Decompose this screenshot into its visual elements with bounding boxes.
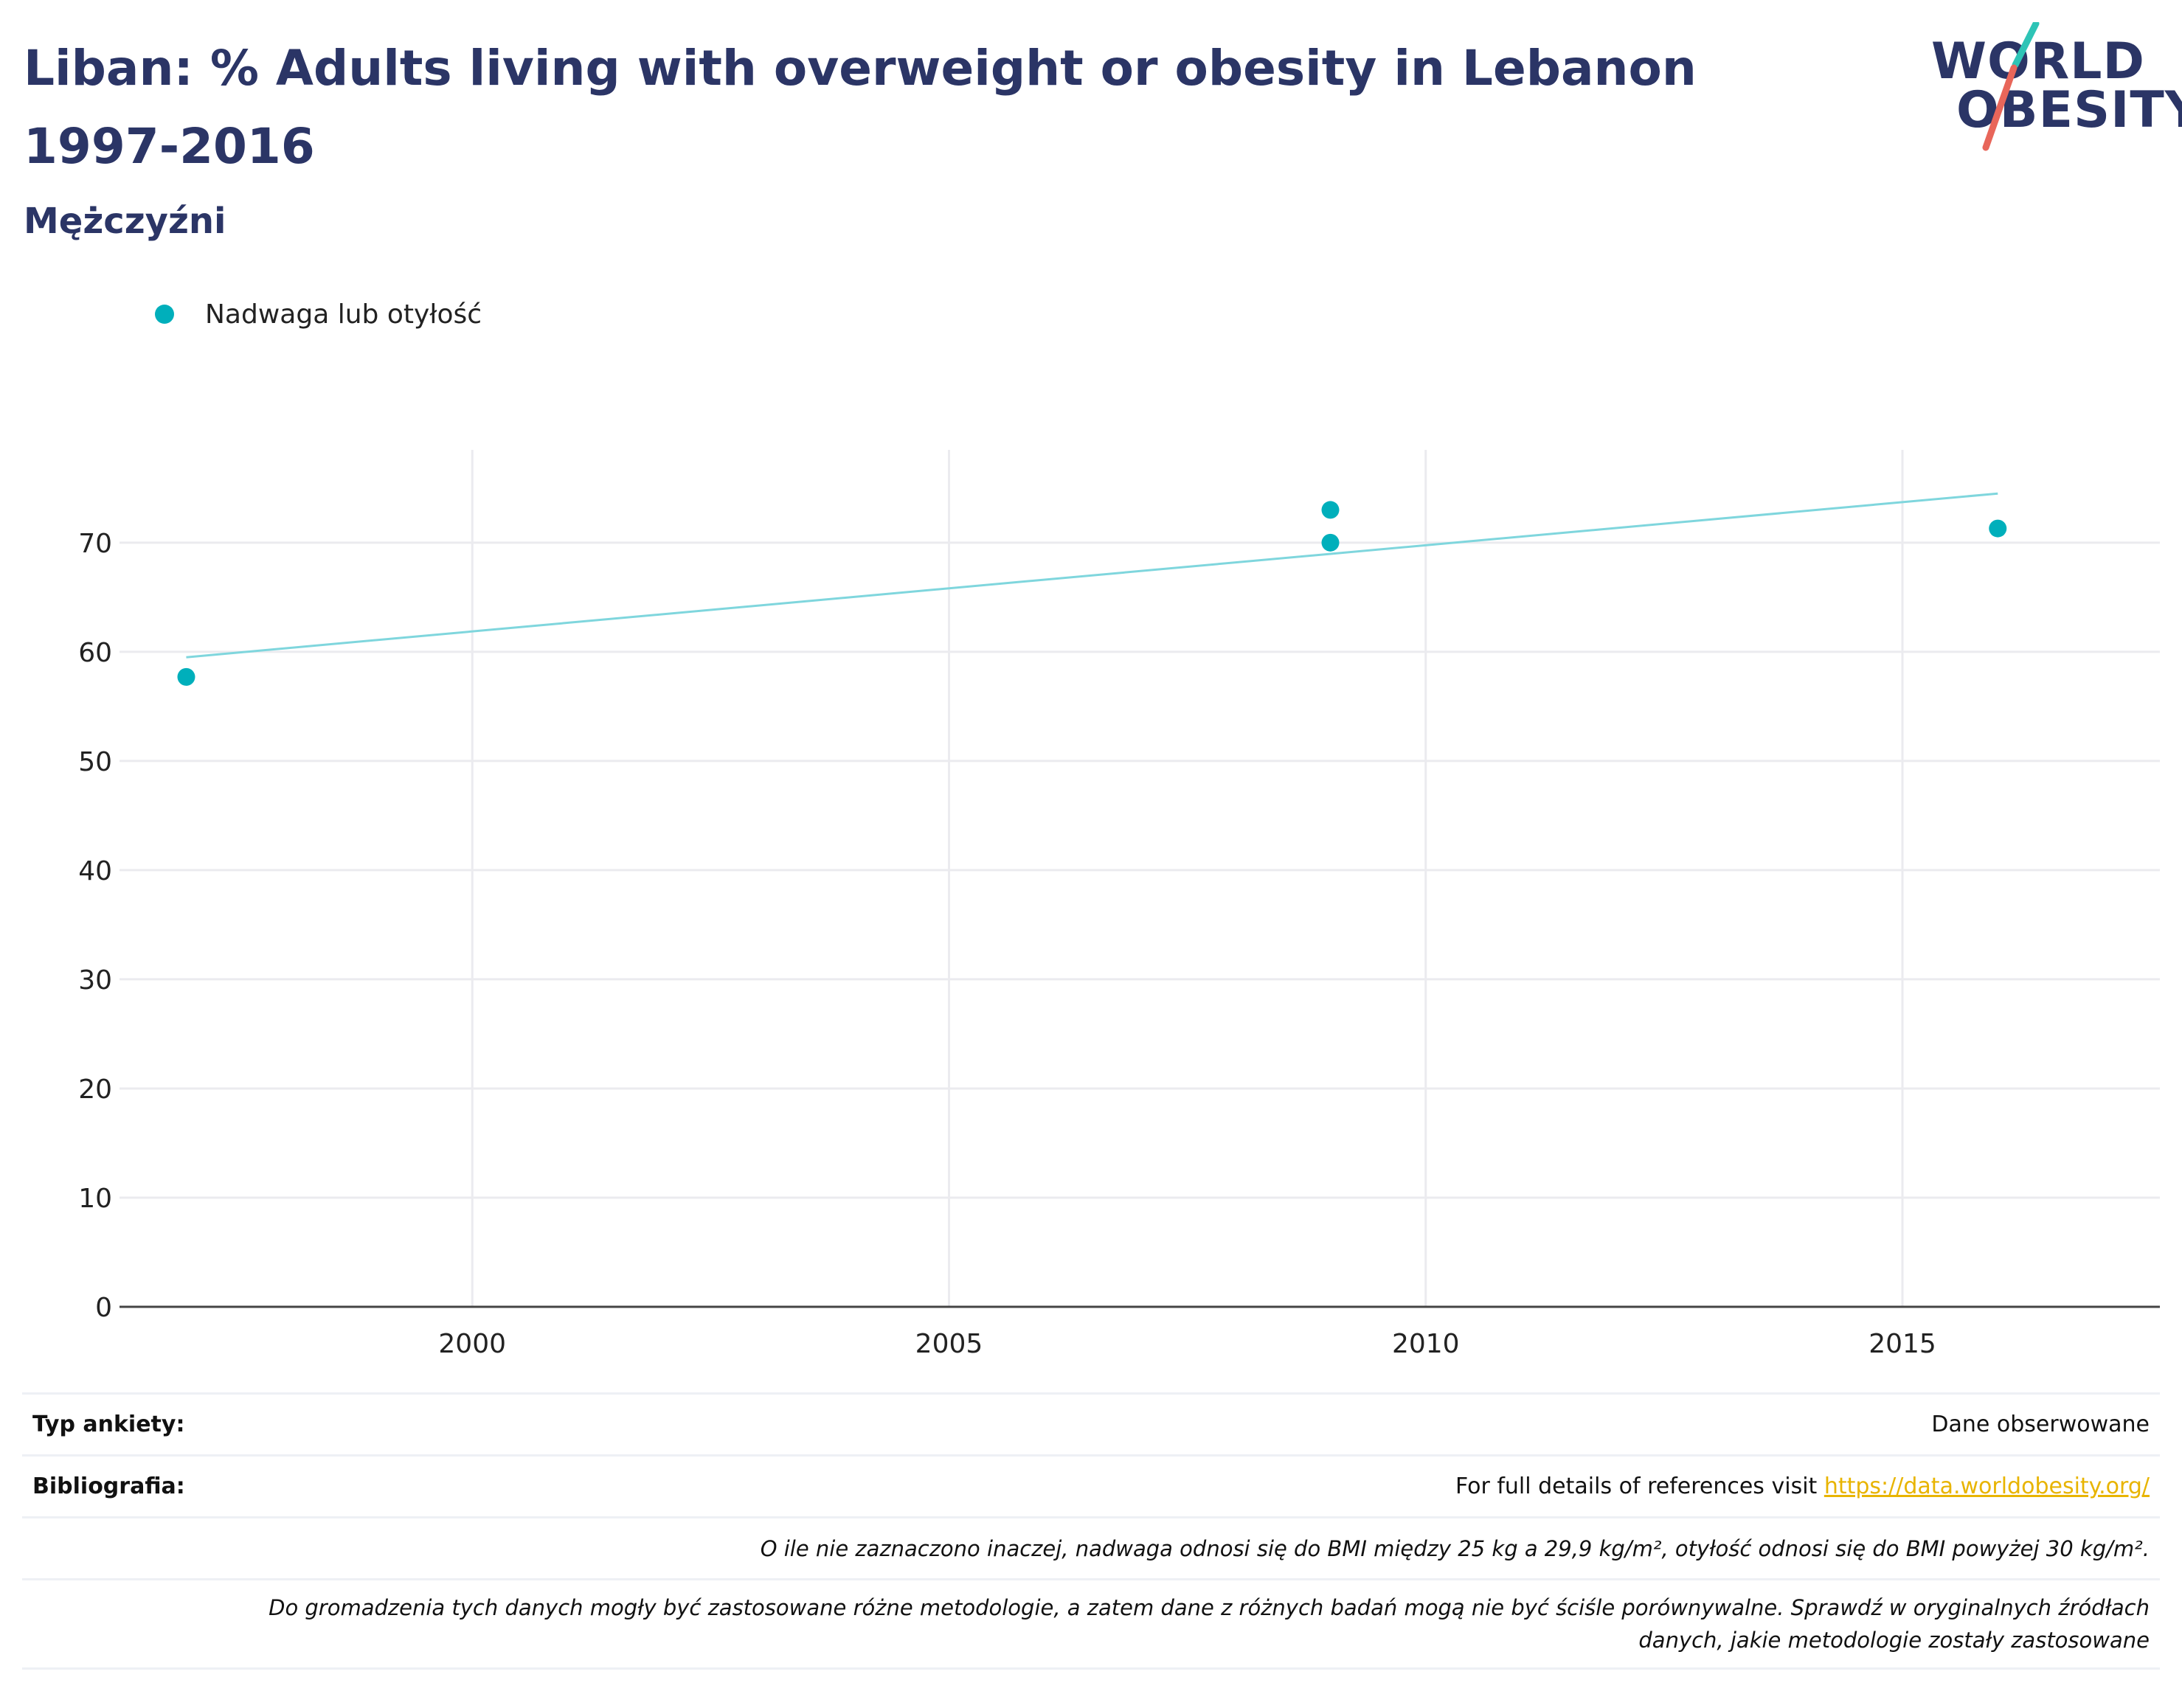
y-tick-label: 0 bbox=[95, 1293, 112, 1323]
x-tick-label: 2015 bbox=[1868, 1329, 1936, 1359]
world-obesity-logo: WORLD OBESITY bbox=[1918, 22, 2182, 155]
y-tick-label: 70 bbox=[78, 529, 112, 559]
survey-type-value: Dane obserwowane bbox=[1931, 1412, 2150, 1437]
methodology-note-line1: Do gromadzenia tych danych mogły być zas… bbox=[269, 1595, 2150, 1620]
chart-subtitle: Mężczyźni bbox=[24, 201, 226, 242]
data-point bbox=[1321, 501, 1340, 519]
y-tick-label: 30 bbox=[78, 965, 112, 996]
y-tick-label: 20 bbox=[78, 1075, 112, 1105]
data-point bbox=[177, 667, 195, 686]
y-tick-label: 60 bbox=[78, 638, 112, 668]
x-tick-label: 2000 bbox=[438, 1329, 506, 1359]
definition-note: O ile nie zaznaczono inaczej, nadwaga od… bbox=[760, 1535, 2150, 1561]
data-point bbox=[1321, 533, 1340, 552]
legend-marker-icon bbox=[155, 305, 174, 324]
y-tick-label: 10 bbox=[78, 1184, 112, 1214]
legend-label: Nadwaga lub otyłość bbox=[205, 299, 482, 330]
bibliography-value: For full details of references visit htt… bbox=[1455, 1473, 2150, 1499]
chart-title: Liban: % Adults living with overweight o… bbox=[24, 40, 1697, 175]
chart-footer: Typ ankiety: Dane obserwowane Bibliograf… bbox=[22, 1392, 2160, 1670]
definition-note-row: O ile nie zaznaczono inaczej, nadwaga od… bbox=[22, 1516, 2160, 1578]
methodology-note: Do gromadzenia tych danych mogły być zas… bbox=[269, 1591, 2150, 1656]
methodology-note-row: Do gromadzenia tych danych mogły być zas… bbox=[22, 1578, 2160, 1670]
x-tick-label: 2010 bbox=[1392, 1329, 1460, 1359]
survey-type-row: Typ ankiety: Dane obserwowane bbox=[22, 1392, 2160, 1454]
bibliography-row: Bibliografia: For full details of refere… bbox=[22, 1454, 2160, 1516]
logo-text-world: WORLD bbox=[1931, 32, 2145, 91]
y-tick-label: 40 bbox=[78, 856, 112, 886]
methodology-note-line2: danych, jakie metodologie zostały zastos… bbox=[1638, 1628, 2150, 1653]
y-tick-label: 50 bbox=[78, 747, 112, 777]
x-tick-label: 2005 bbox=[915, 1329, 983, 1359]
survey-type-label: Typ ankiety: bbox=[32, 1412, 185, 1437]
bibliography-label: Bibliografia: bbox=[32, 1473, 185, 1499]
trend-line bbox=[186, 492, 1998, 659]
logo-slash-icon bbox=[1982, 22, 2040, 151]
bibliography-link[interactable]: https://data.worldobesity.org/ bbox=[1823, 1473, 2150, 1499]
data-point bbox=[1989, 519, 2007, 538]
bibliography-text: For full details of references visit bbox=[1455, 1473, 1824, 1499]
chart-legend: Nadwaga lub otyłość bbox=[155, 298, 482, 330]
scatter-chart: 0 10 20 30 40 50 60 70 2000 2005 2010 2015 bbox=[78, 450, 2160, 1359]
